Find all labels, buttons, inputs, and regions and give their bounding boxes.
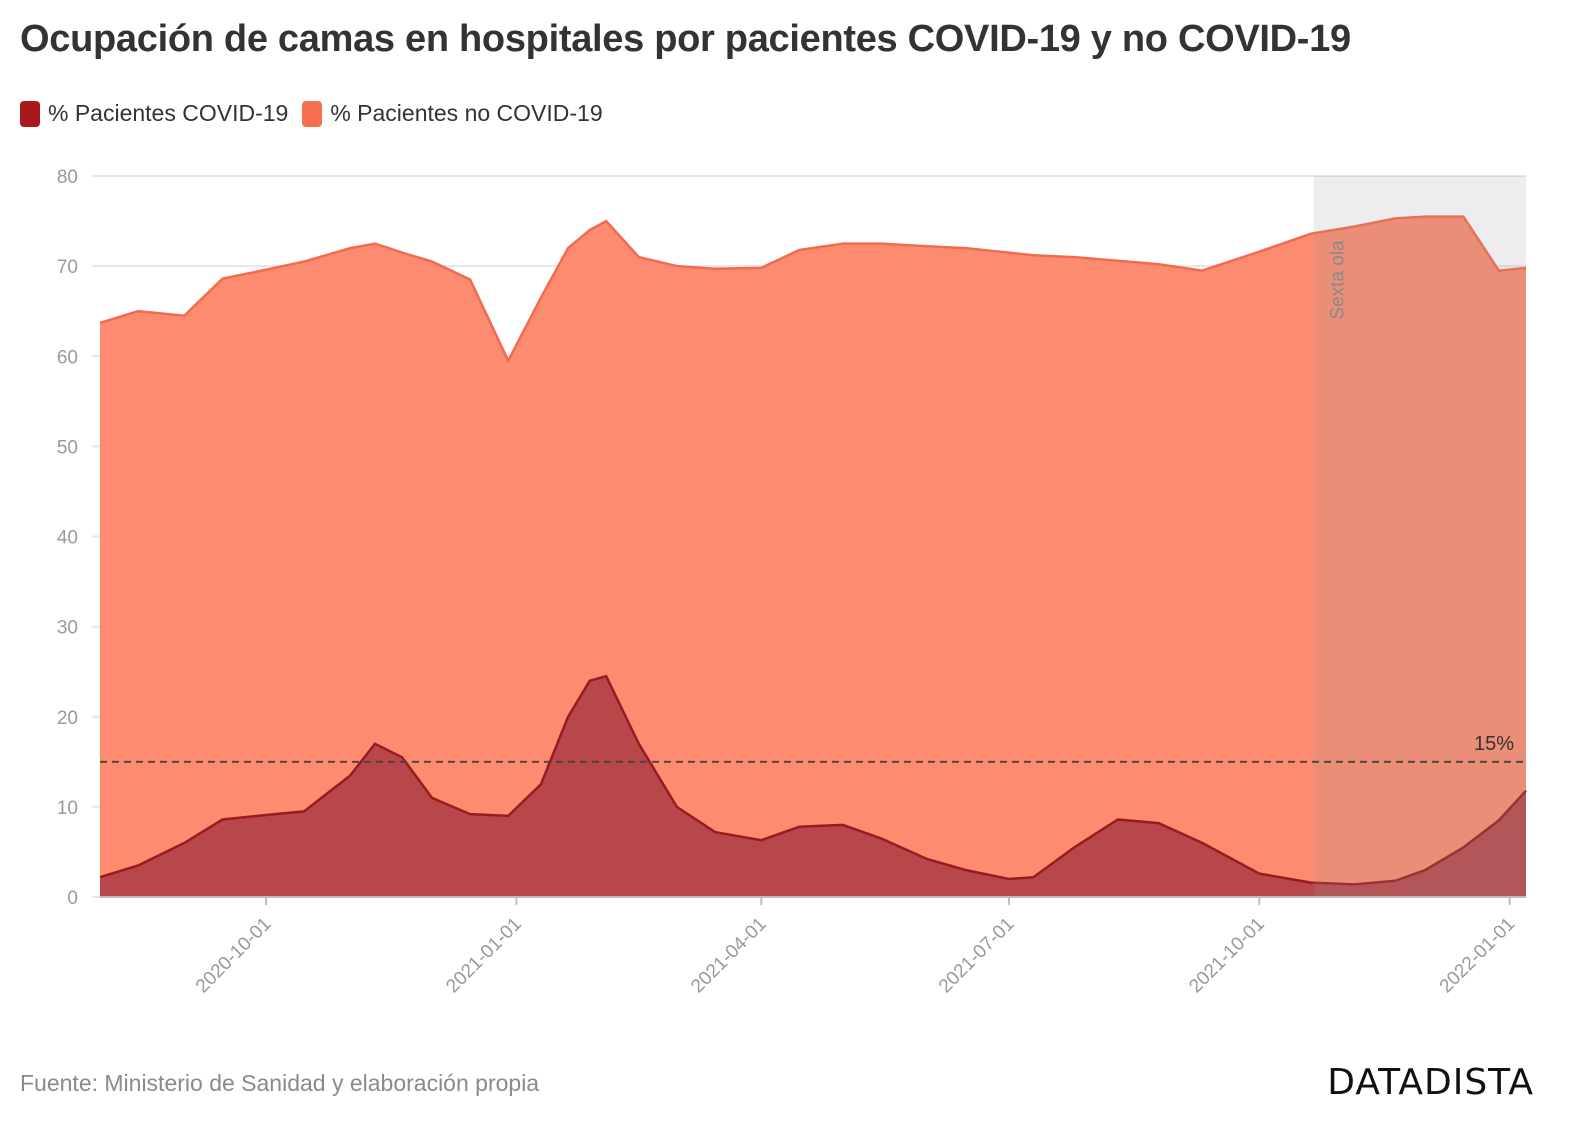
y-tick-label: 50	[57, 437, 78, 458]
highlight-band-label: Sexta ola	[1328, 240, 1349, 320]
x-tick-label: 2021-07-01	[935, 914, 1019, 998]
x-tick-label: 2021-01-01	[442, 914, 526, 998]
legend-swatch-covid	[20, 100, 40, 127]
y-tick-label: 40	[57, 528, 78, 549]
y-tick-label: 80	[57, 167, 78, 188]
line-covid	[99, 674, 1527, 886]
x-tick-label: 2022-01-01	[1436, 914, 1520, 998]
x-tick-label: 2021-04-01	[687, 914, 771, 998]
y-tick-label: 30	[57, 618, 78, 639]
y-tick-label: 20	[57, 708, 78, 729]
y-tick-label: 60	[57, 347, 78, 368]
x-tick-label: 2021-10-01	[1185, 914, 1269, 998]
legend-item-covid[interactable]: % Pacientes COVID-19	[20, 100, 288, 127]
legend-item-no-covid[interactable]: % Pacientes no COVID-19	[302, 100, 603, 127]
area-chart: 0 10 20 30 40 50 60 70 80 Sexta ola 15% 2020-10-01 2…	[57, 167, 1527, 998]
area-no-covid	[100, 216, 1526, 898]
y-tick-label: 0	[67, 888, 78, 909]
legend: % Pacientes COVID-19 % Pacientes no COVI…	[20, 100, 603, 127]
area-covid	[100, 676, 1526, 897]
source-note: Fuente: Ministerio de Sanidad y elaborac…	[20, 1070, 540, 1096]
legend-label-covid: % Pacientes COVID-19	[48, 100, 289, 126]
legend-label-no-covid: % Pacientes no COVID-19	[330, 100, 603, 126]
y-tick-label: 10	[57, 798, 78, 819]
line-no-covid	[99, 215, 1527, 364]
chart-title: Ocupación de camas en hospitales por pac…	[20, 18, 1351, 60]
brand-logo: DATADISTA	[1327, 1062, 1534, 1103]
y-tick-label: 70	[57, 257, 78, 278]
legend-swatch-no-covid	[302, 100, 323, 127]
highlight-band	[1313, 176, 1526, 897]
reference-line-label: 15%	[1474, 733, 1514, 755]
x-tick-label: 2020-10-01	[192, 914, 276, 998]
